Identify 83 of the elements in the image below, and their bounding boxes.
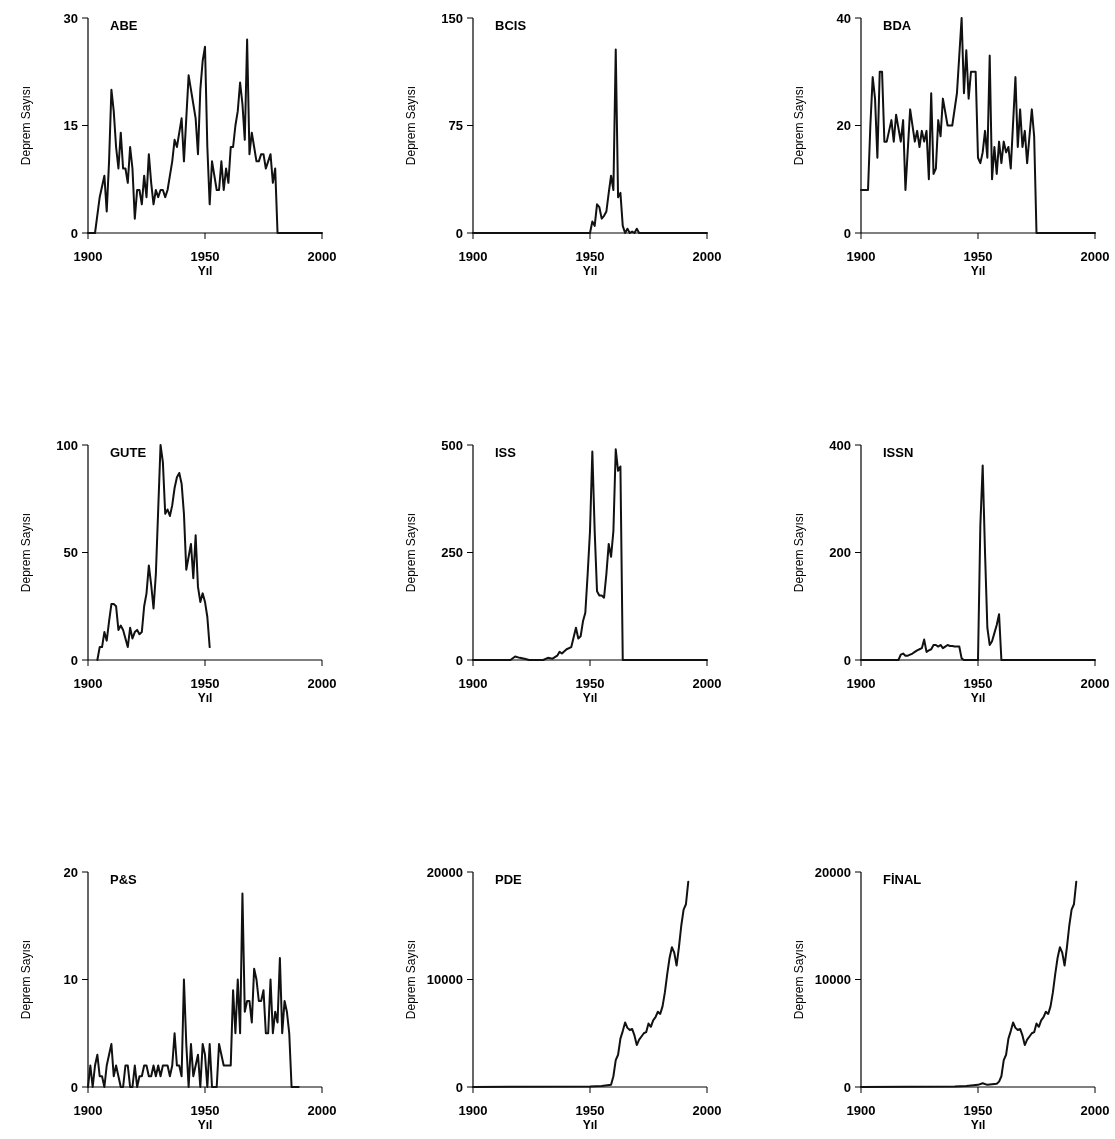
x-tick-label: 1950 [190, 1103, 220, 1118]
x-tick-label: 2000 [307, 1103, 337, 1118]
chart-title: ISSN [883, 445, 914, 460]
y-tick-label: 0 [70, 1079, 78, 1095]
y-tick-label: 0 [455, 225, 463, 241]
x-tick-label: 1950 [963, 249, 993, 264]
y-tick-label: 200 [829, 545, 851, 561]
y-tick-label: 250 [441, 545, 463, 561]
y-tick-label: 20000 [426, 864, 463, 880]
y-tick-label: 0 [70, 225, 78, 241]
x-tick-label: 1900 [458, 249, 488, 264]
x-axis-title: Yıl [197, 691, 213, 705]
x-tick-label: 2000 [692, 1103, 722, 1118]
y-tick-label: 10000 [426, 972, 463, 988]
y-tick-label: 10 [63, 972, 78, 988]
y-axis-title: Deprem Sayısı [19, 512, 33, 593]
y-axis-title: Deprem Sayısı [404, 939, 418, 1020]
x-tick-label: 1900 [458, 676, 488, 691]
chart-title: P&S [110, 872, 138, 887]
y-tick-label: 50 [63, 545, 78, 561]
x-axis-title: Yıl [582, 691, 598, 705]
x-tick-label: 2000 [307, 676, 337, 691]
y-tick-label: 20 [63, 864, 78, 880]
x-tick-label: 1900 [458, 1103, 488, 1118]
chart-title: GUTE [110, 445, 147, 460]
x-tick-label: 1950 [575, 1103, 605, 1118]
y-tick-label: 0 [455, 652, 463, 668]
x-axis-title: Yıl [970, 1118, 986, 1132]
y-tick-label: 400 [829, 437, 851, 453]
x-tick-label: 2000 [1080, 249, 1110, 264]
x-tick-label: 1950 [190, 249, 220, 264]
y-tick-label: 0 [843, 652, 851, 668]
y-tick-label: 20000 [814, 864, 851, 880]
chart-title: BDA [883, 18, 912, 33]
chart-title: ISS [495, 445, 517, 460]
x-tick-label: 1950 [575, 676, 605, 691]
y-tick-label: 40 [836, 10, 851, 26]
x-tick-label: 2000 [692, 249, 722, 264]
y-axis-title: Deprem Sayısı [404, 512, 418, 593]
y-tick-label: 20 [836, 118, 851, 134]
x-tick-label: 1900 [73, 249, 103, 264]
y-tick-label: 75 [448, 118, 463, 134]
y-axis-title: Deprem Sayısı [792, 939, 806, 1020]
x-tick-label: 1950 [963, 676, 993, 691]
x-tick-label: 1900 [846, 676, 876, 691]
y-axis-title: Deprem Sayısı [19, 939, 33, 1020]
y-axis-title: Deprem Sayısı [19, 85, 33, 166]
x-tick-label: 1950 [190, 676, 220, 691]
line-series [96, 444, 211, 661]
chart-title: FİNAL [883, 872, 922, 887]
x-tick-label: 2000 [307, 249, 337, 264]
line-series [87, 892, 300, 1088]
x-tick-label: 2000 [692, 676, 722, 691]
x-axis-title: Yıl [197, 1118, 213, 1132]
y-tick-label: 0 [843, 1079, 851, 1095]
chart-title: ABE [110, 18, 138, 33]
x-axis-title: Yıl [970, 691, 986, 705]
y-tick-label: 0 [70, 652, 78, 668]
x-tick-label: 1900 [846, 1103, 876, 1118]
x-tick-label: 1900 [73, 1103, 103, 1118]
y-tick-label: 0 [843, 225, 851, 241]
y-tick-label: 150 [441, 10, 463, 26]
x-tick-label: 2000 [1080, 1103, 1110, 1118]
y-tick-label: 30 [63, 10, 78, 26]
y-tick-label: 0 [455, 1079, 463, 1095]
x-tick-label: 2000 [1080, 676, 1110, 691]
x-axis-title: Yıl [197, 264, 213, 278]
y-tick-label: 10000 [814, 972, 851, 988]
y-axis-title: Deprem Sayısı [404, 85, 418, 166]
chart-title: PDE [495, 872, 523, 887]
y-axis-title: Deprem Sayısı [792, 512, 806, 593]
x-axis-title: Yıl [970, 264, 986, 278]
x-tick-label: 1900 [73, 676, 103, 691]
x-tick-label: 1900 [846, 249, 876, 264]
x-axis-title: Yıl [582, 1118, 598, 1132]
y-tick-label: 15 [63, 118, 78, 134]
x-axis-title: Yıl [582, 264, 598, 278]
x-tick-label: 1950 [575, 249, 605, 264]
x-tick-label: 1950 [963, 1103, 993, 1118]
y-tick-label: 100 [56, 437, 78, 453]
chart-title: BCIS [495, 18, 527, 33]
y-tick-label: 500 [441, 437, 463, 453]
y-axis-title: Deprem Sayısı [792, 85, 806, 166]
